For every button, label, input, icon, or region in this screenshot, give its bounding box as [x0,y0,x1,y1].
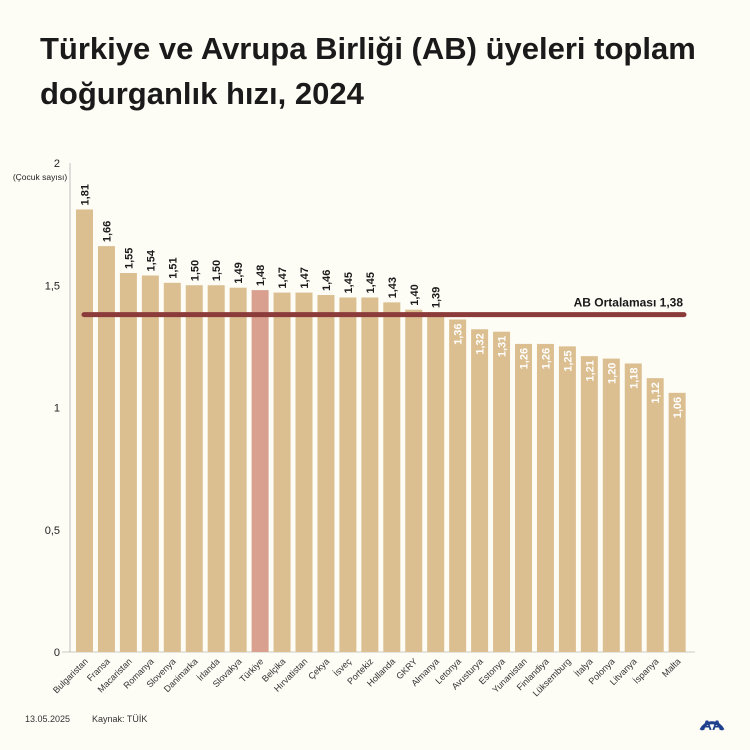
average-label: AB Ortalaması 1,38 [574,296,684,310]
y-tick-label: 0,5 [45,525,60,537]
data-label: 1,25 [562,350,574,371]
bar-Macaristan [119,273,137,652]
data-label: 1,47 [277,267,289,288]
data-label: 1,48 [255,265,267,286]
data-label: 1,47 [299,267,311,288]
data-label: 1,46 [321,270,333,291]
bar-GKRY [405,309,423,652]
bar-Türkiye [251,290,269,652]
x-tick-label: Türkiye [238,656,266,684]
data-label: 1,20 [606,363,618,384]
bar-Bulgaristan [76,209,93,652]
y-axis-label-line1: (Çocuk sayısı) [13,172,67,182]
data-label: 1,12 [650,382,662,403]
bar-Fransa [97,246,115,652]
data-label: 1,51 [167,257,179,278]
data-label: 1,40 [409,284,421,305]
data-label: 1,55 [123,248,135,269]
data-label: 1,18 [628,367,640,388]
data-label: 1,39 [431,287,443,308]
data-label: 1,26 [540,348,552,369]
bar-Hırvatistan [295,292,313,652]
bar-Avusturya [471,329,489,652]
bar-Yunanistan [515,343,532,652]
data-label: 1,50 [189,260,201,281]
data-label: 1,81 [80,184,92,205]
bar-Slovakya [229,287,247,652]
date: 13.05.2025 [25,714,71,724]
data-label: 1,54 [145,249,157,271]
bar-İrlanda [207,285,225,652]
bar-Estonya [493,331,511,652]
data-label: 1,06 [672,397,684,418]
data-label: 1,31 [497,336,509,357]
data-label: 1,45 [343,272,355,293]
bar-Romanya [141,275,159,652]
bar-Portekiz [361,297,379,652]
bar-Letonya [449,319,467,652]
bar-Danimarka [185,285,203,652]
y-tick-label: 0 [54,647,60,659]
data-label: 1,21 [584,360,596,381]
y-tick-label: 1,5 [45,280,60,292]
bar-İspanya [646,378,664,652]
bar-Belçika [273,292,291,652]
y-tick-label: 1 [54,403,60,415]
x-tick-label: Çekya [306,656,331,681]
data-label: 1,50 [211,260,223,281]
bar-Malta [668,392,686,652]
bar-Lüksemburg [558,346,576,652]
y-tick-label: 2 [54,158,60,170]
data-label: 1,66 [101,221,113,242]
bar-Finlandiya [536,343,554,652]
x-tick-label: Malta [660,656,683,679]
data-label: 1,32 [475,333,487,354]
bar-Polonya [602,358,620,652]
data-label: 1,36 [453,323,465,344]
bar-Almanya [427,312,445,652]
bar-Slovenya [163,282,181,652]
data-label: 1,45 [365,272,377,293]
page-title: Türkiye ve Avrupa Birliği (AB) üyeleri t… [40,31,696,111]
bar-Litvanya [624,363,642,652]
bar-Hollanda [383,302,401,652]
bar-İtalya [580,356,598,652]
data-label: 1,43 [387,277,399,298]
source: Kaynak: TÜİK [92,714,148,724]
bar-İsveç [339,297,357,652]
data-label: 1,49 [233,262,245,283]
data-label: 1,26 [519,348,531,369]
bar-Çekya [317,295,335,652]
